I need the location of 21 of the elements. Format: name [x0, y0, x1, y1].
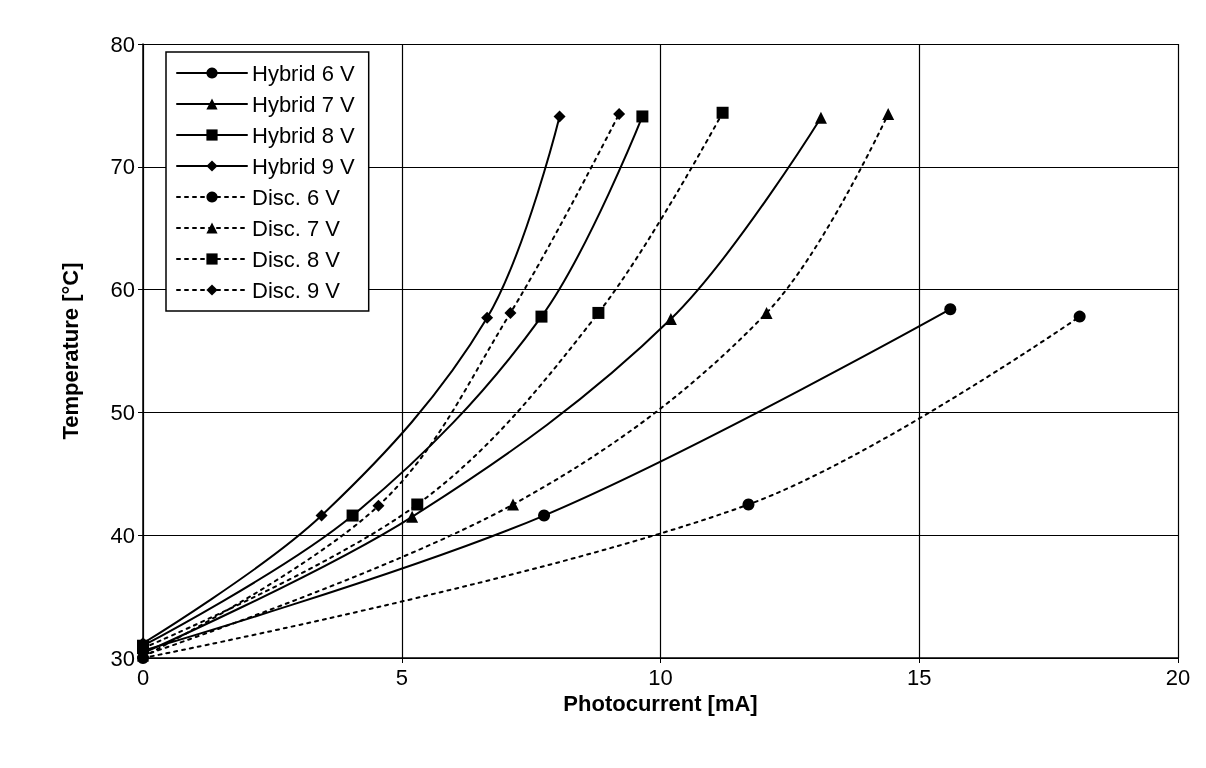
y-tick-label: 40 — [110, 522, 135, 548]
x-axis-title: Photocurrent [mA] — [563, 691, 758, 717]
legend-label: Disc. 9 V — [252, 277, 341, 303]
y-tick-label: 80 — [110, 31, 135, 57]
y-axis-title: Temperature [°C] — [57, 262, 83, 440]
y-tick-label: 60 — [110, 277, 135, 303]
legend-label: Disc. 8 V — [252, 246, 341, 272]
y-tick-label: 30 — [110, 645, 135, 671]
y-tick-label: 70 — [110, 154, 135, 180]
y-tick-label: 50 — [110, 399, 135, 425]
legend-label: Disc. 7 V — [252, 215, 341, 241]
x-tick-label: 20 — [1165, 664, 1191, 690]
x-tick-label: 15 — [907, 664, 932, 690]
x-tick-label: 10 — [648, 664, 673, 690]
x-tick-label: 0 — [136, 664, 150, 690]
x-tick-label: 5 — [395, 664, 408, 690]
legend-label: Hybrid 8 V — [252, 122, 356, 148]
legend-label: Hybrid 7 V — [252, 91, 356, 117]
legend-label: Hybrid 6 V — [252, 60, 356, 86]
legend-label: Hybrid 9 V — [252, 153, 356, 179]
legend-label: Disc. 6 V — [252, 184, 341, 210]
